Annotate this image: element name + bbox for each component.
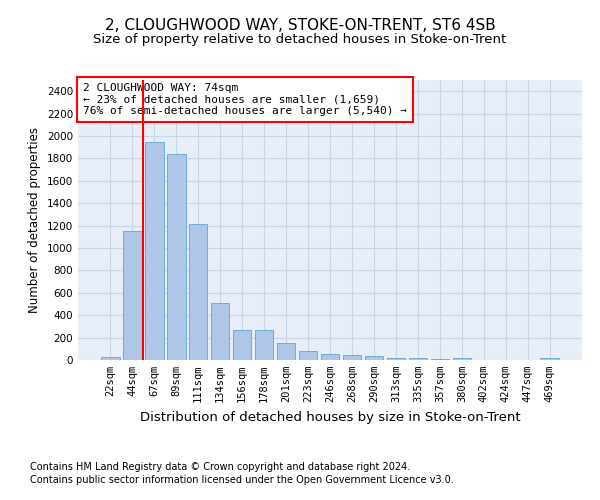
Bar <box>365 356 383 360</box>
Bar <box>277 342 295 360</box>
X-axis label: Distribution of detached houses by size in Stoke-on-Trent: Distribution of detached houses by size … <box>140 410 520 424</box>
Bar <box>431 359 449 360</box>
Bar <box>255 330 274 360</box>
Bar <box>541 358 559 360</box>
Bar <box>189 224 208 360</box>
Text: 2 CLOUGHWOOD WAY: 74sqm
← 23% of detached houses are smaller (1,659)
76% of semi: 2 CLOUGHWOOD WAY: 74sqm ← 23% of detache… <box>83 83 407 116</box>
Bar <box>386 358 405 360</box>
Text: Contains public sector information licensed under the Open Government Licence v3: Contains public sector information licen… <box>30 475 454 485</box>
Bar <box>211 303 229 360</box>
Bar <box>299 351 317 360</box>
Bar <box>409 358 427 360</box>
Bar <box>123 231 142 360</box>
Bar <box>343 355 361 360</box>
Y-axis label: Number of detached properties: Number of detached properties <box>28 127 41 313</box>
Bar <box>452 358 471 360</box>
Bar <box>145 142 164 360</box>
Bar <box>167 154 185 360</box>
Text: 2, CLOUGHWOOD WAY, STOKE-ON-TRENT, ST6 4SB: 2, CLOUGHWOOD WAY, STOKE-ON-TRENT, ST6 4… <box>104 18 496 32</box>
Text: Contains HM Land Registry data © Crown copyright and database right 2024.: Contains HM Land Registry data © Crown c… <box>30 462 410 472</box>
Bar <box>101 356 119 360</box>
Bar <box>233 330 251 360</box>
Text: Size of property relative to detached houses in Stoke-on-Trent: Size of property relative to detached ho… <box>94 32 506 46</box>
Bar <box>320 354 340 360</box>
